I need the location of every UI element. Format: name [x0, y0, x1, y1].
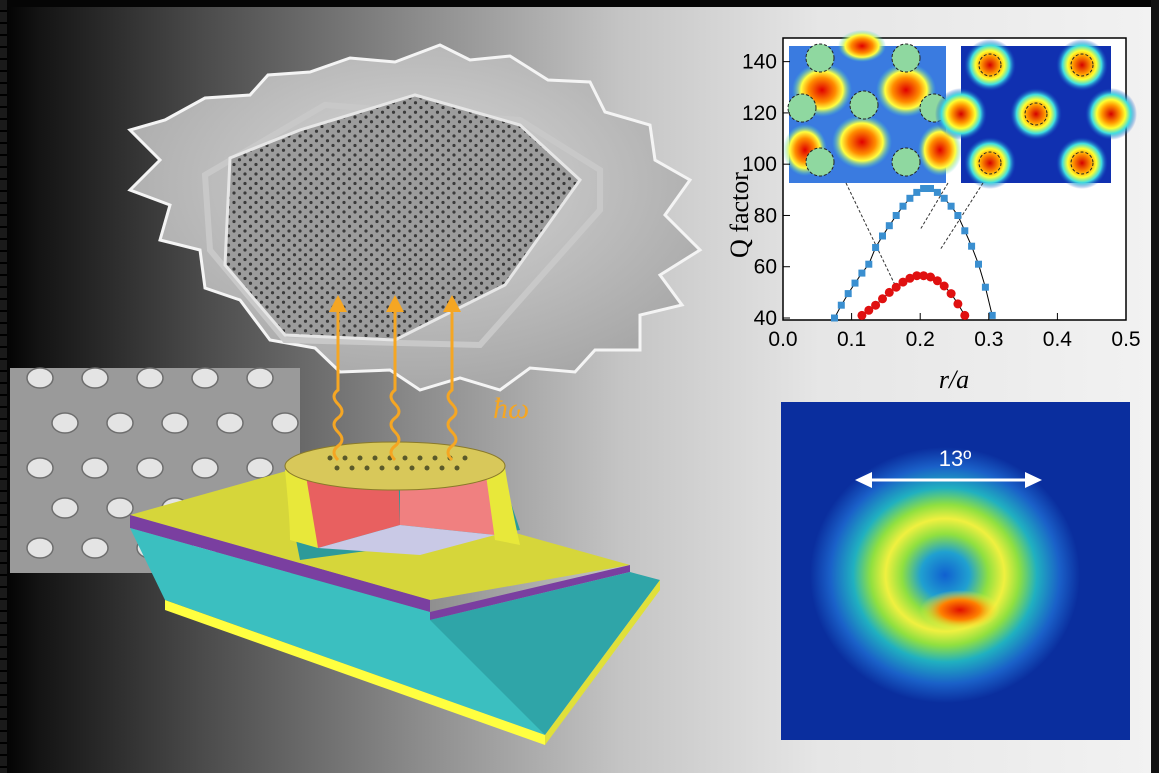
x-tick-label: 0.3: [974, 328, 1003, 351]
series-1-point: [899, 202, 907, 210]
series-2: [857, 271, 970, 320]
arrow-left-icon: [855, 472, 872, 488]
arrow-up-icon: [386, 295, 404, 312]
series-2-point: [891, 282, 901, 292]
series-2-point: [939, 281, 949, 291]
y-tick-label: 100: [742, 153, 777, 176]
y-tick-label: 120: [742, 102, 777, 125]
left-border: [0, 0, 7, 773]
x-tick-label: 0.1: [837, 328, 866, 351]
arrow-right-icon: [1025, 472, 1042, 488]
series-2-point: [926, 272, 935, 282]
series-2-point: [960, 310, 970, 320]
series-1-point: [865, 260, 873, 268]
series-1-point: [920, 185, 928, 192]
far-field-ring: [810, 447, 1080, 703]
field-map-inset-right: [935, 39, 1137, 189]
series-2-point: [884, 287, 894, 297]
series-1-point: [940, 194, 948, 202]
series-2-point: [898, 277, 908, 287]
top-border: [0, 0, 1159, 7]
series-layer: [831, 185, 996, 322]
series-1-point: [927, 185, 934, 192]
series-1-point: [885, 222, 893, 230]
photonic-crystal-region: [223, 93, 582, 342]
series-2-point: [919, 271, 929, 281]
inset-leader-lines: [845, 182, 984, 286]
right-border: [1151, 0, 1159, 773]
y-axis-label: Q factor: [725, 172, 754, 258]
series-1-point: [872, 244, 880, 251]
series-1-point: [947, 202, 955, 210]
series-1-point: [981, 283, 989, 291]
series-1-point: [913, 188, 921, 196]
device-top-surface: [284, 441, 506, 491]
x-tick-label: 0.0: [768, 328, 797, 351]
x-tick-label: 0.2: [906, 328, 935, 351]
series-2-point: [912, 271, 922, 281]
arrow-up-icon: [443, 295, 461, 312]
field-map-inset-left: [783, 30, 962, 183]
series-1-point: [906, 194, 914, 202]
series-2-point: [905, 273, 915, 283]
series-2-point: [871, 300, 881, 310]
series-2-point: [857, 310, 867, 320]
arrow-up-icon: [329, 295, 347, 312]
emission-label: ħω: [493, 392, 529, 425]
photon-wave-1: [332, 310, 344, 462]
y-tick-label: 60: [754, 256, 777, 279]
photon-wave-2: [389, 310, 401, 462]
angle-label: 13º: [939, 446, 972, 471]
series-1-point: [892, 212, 900, 219]
series-1-point: [851, 279, 859, 287]
series-1-point: [988, 311, 996, 319]
y-tick-label: 140: [742, 51, 777, 74]
series-1-point: [831, 314, 838, 322]
series-1-point: [961, 227, 969, 235]
ticks-layer: 0.0 0.1 0.2 0.3 0.4 0.5 40 60 80 100 120 140: [742, 51, 1141, 351]
y-tick-label: 40: [754, 307, 777, 330]
series-2-point: [953, 299, 963, 309]
photon-wave-3: [446, 310, 458, 462]
series-2-point: [946, 289, 956, 299]
series-1-point: [837, 301, 845, 309]
series-2-point: [864, 305, 874, 315]
x-tick-label: 0.5: [1111, 328, 1140, 351]
series-1-point: [968, 242, 976, 250]
series-1-point: [933, 188, 941, 196]
x-axis-label: r/a: [939, 365, 969, 394]
y-tick-label: 80: [754, 204, 777, 227]
series-1-point: [858, 269, 866, 277]
series-1-point: [879, 232, 886, 240]
series-1: [831, 185, 996, 322]
series-1-point: [844, 290, 852, 298]
x-tick-label: 0.4: [1043, 328, 1073, 351]
series-2-point: [878, 294, 887, 304]
series-2-point: [932, 276, 942, 286]
series-1-point: [975, 260, 982, 268]
series-1-point: [954, 212, 962, 219]
